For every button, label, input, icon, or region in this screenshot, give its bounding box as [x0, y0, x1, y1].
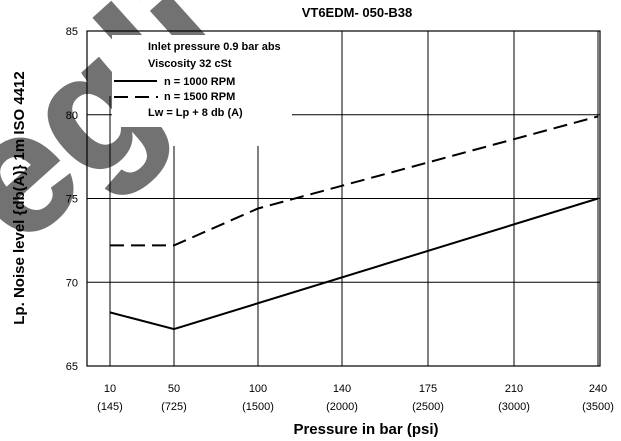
x-tick-label-psi: (725) — [161, 401, 187, 413]
x-tick-label-psi: (145) — [97, 401, 123, 413]
legend-label-1500-rpm: n = 1500 RPM — [164, 91, 235, 103]
x-tick-label: 100 — [249, 383, 267, 395]
legend-label-1000-rpm: n = 1000 RPM — [164, 76, 235, 88]
x-tick-label: 210 — [505, 383, 523, 395]
x-tick-label-psi: (3500) — [582, 401, 614, 413]
y-tick-label: 75 — [66, 194, 78, 206]
series-line-2 — [110, 115, 599, 247]
x-tick-label: 140 — [333, 383, 351, 395]
x-tick-label: 10 — [104, 383, 116, 395]
x-tick-label-psi: (3000) — [498, 401, 530, 413]
grid — [86, 30, 601, 367]
x-tick-label-psi: (2500) — [412, 401, 444, 413]
y-tick-label: 70 — [66, 277, 78, 289]
annotation-viscosity: Viscosity 32 cSt — [148, 58, 232, 70]
legend: Inlet pressure 0.9 bar abs Viscosity 32 c… — [112, 35, 292, 127]
tick-labels: 65 70 75 80 85 10 (145) 50 (725) 100 (1500) 140 (200… — [66, 26, 614, 413]
y-tick-label: 80 — [66, 110, 78, 122]
y-axis-label: Lp. Noise level {db(A)} 1m ISO 4412 — [11, 71, 28, 324]
y-tick-label: 85 — [66, 26, 78, 38]
series-line-1 — [109, 197, 599, 331]
series-lines — [109, 115, 599, 331]
annotation-inlet-pressure: Inlet pressure 0.9 bar abs — [148, 41, 281, 53]
x-tick-label: 50 — [168, 383, 180, 395]
x-tick-label: 175 — [419, 383, 437, 395]
y-tick-label: 65 — [66, 361, 78, 373]
x-tick-label: 240 — [589, 383, 607, 395]
x-tick-label-psi: (2000) — [326, 401, 358, 413]
chart-title: VT6EDM- 050-B38 — [302, 5, 413, 20]
x-axis-label: Pressure in bar (psi) — [293, 421, 438, 438]
x-tick-label-psi: (1500) — [242, 401, 274, 413]
annotation-lw-formula: Lw = Lp + 8 db (A) — [148, 107, 243, 119]
